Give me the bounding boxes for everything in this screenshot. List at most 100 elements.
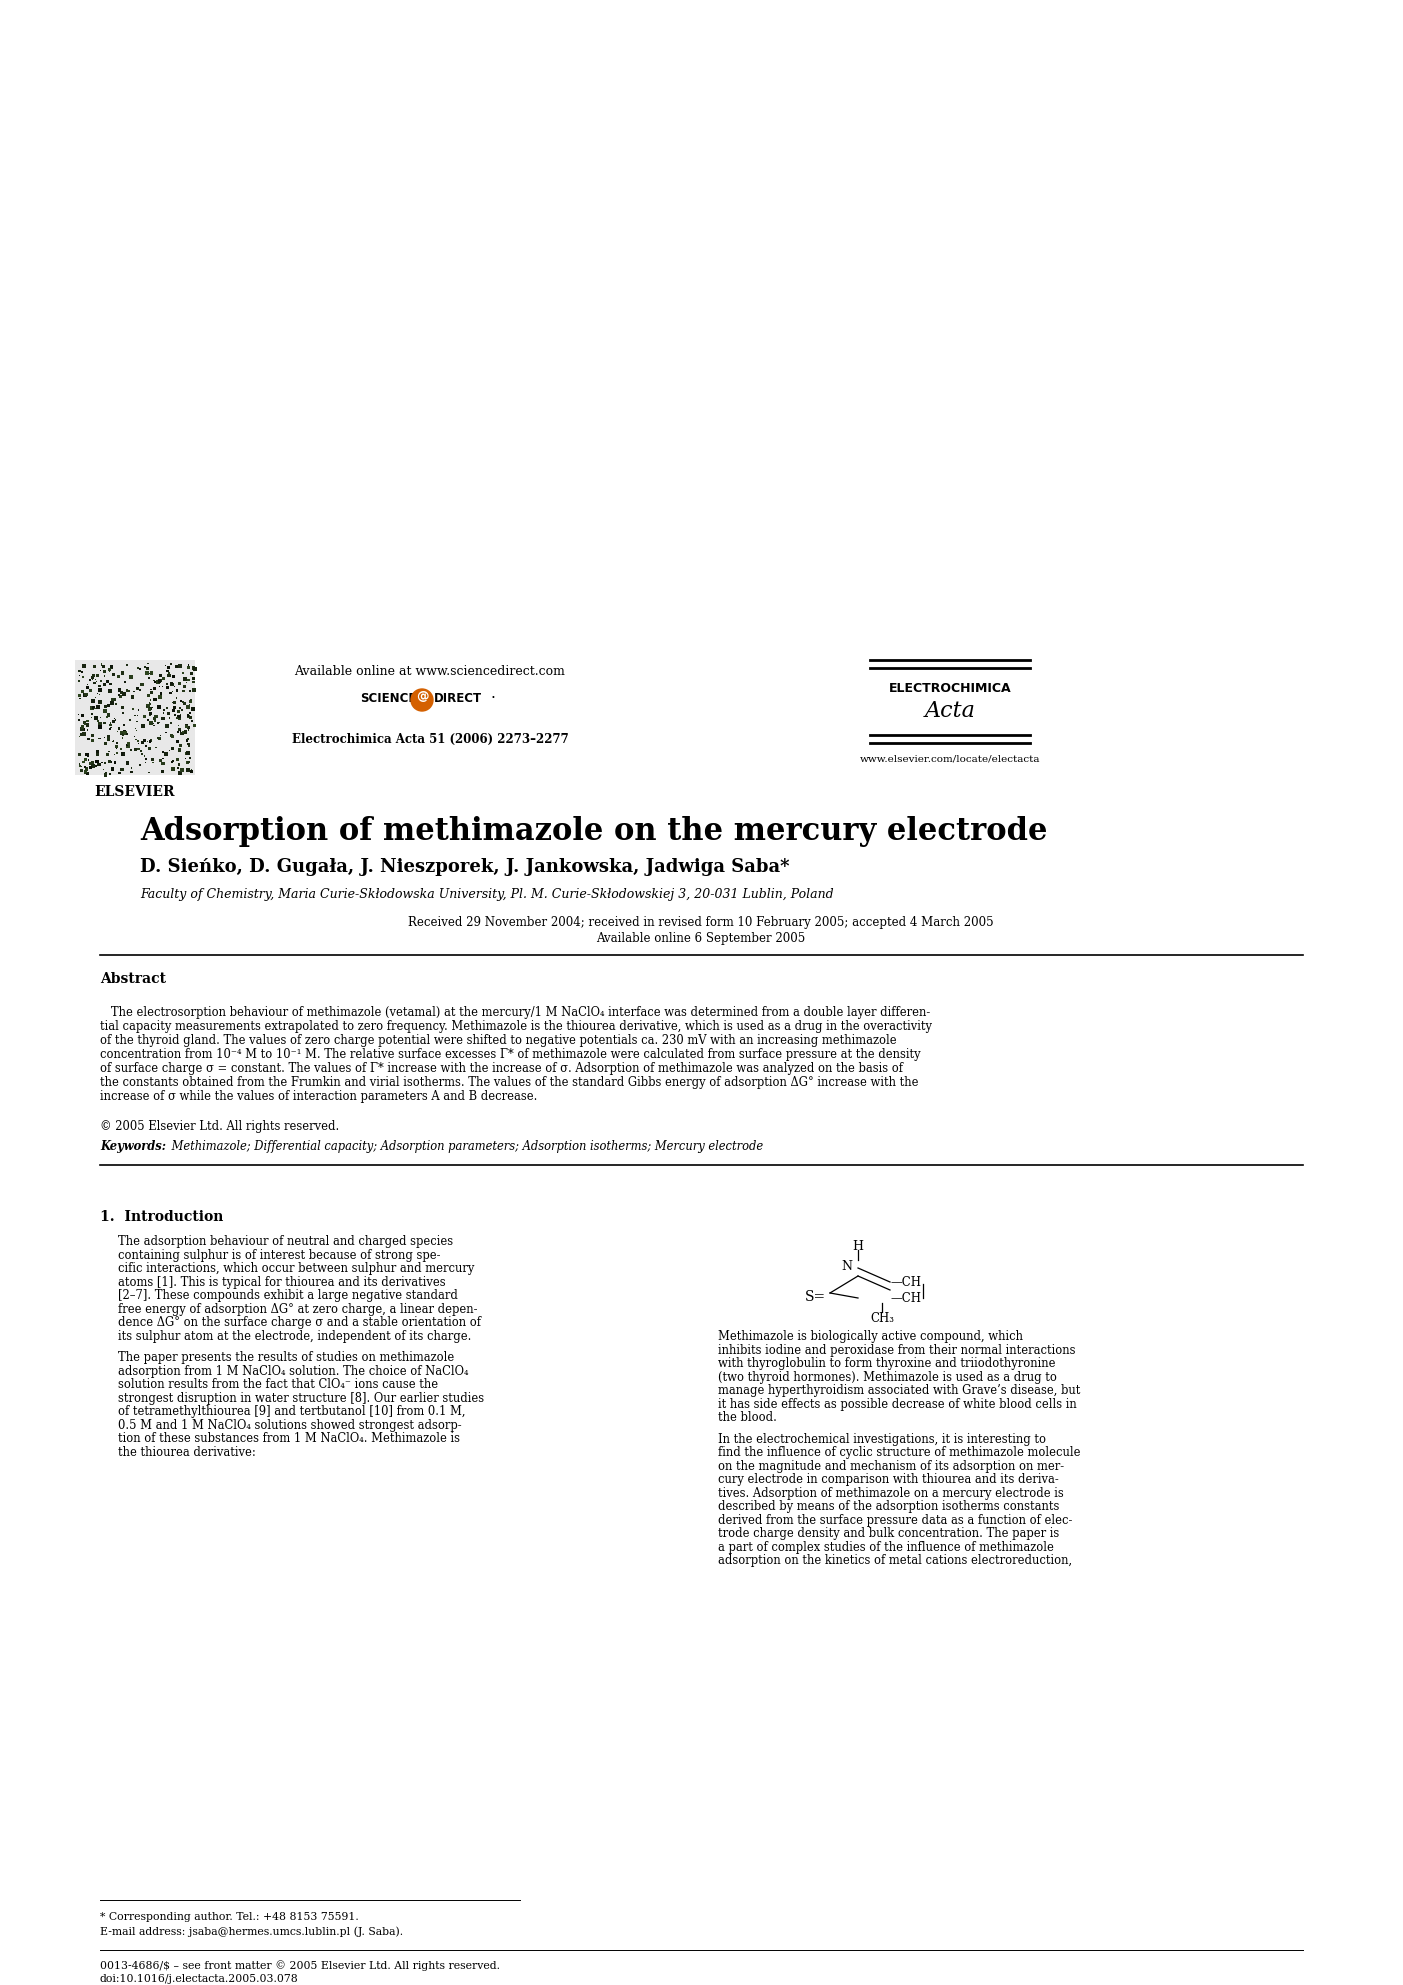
Bar [149, 713, 152, 715]
Bar [83, 721, 86, 725]
Bar [136, 687, 139, 691]
Bar [107, 705, 109, 707]
Bar [160, 758, 163, 762]
Bar [147, 707, 152, 711]
Bar [126, 744, 130, 748]
Bar [192, 725, 196, 727]
Bar [95, 760, 100, 764]
Bar [94, 764, 97, 768]
Bar [109, 665, 112, 667]
Text: Available online 6 September 2005: Available online 6 September 2005 [596, 933, 805, 945]
Bar [91, 738, 94, 742]
Bar [91, 673, 95, 677]
Bar [94, 717, 98, 721]
Bar [167, 673, 171, 677]
Text: with thyroglobulin to form thyroxine and triiodothyronine: with thyroglobulin to form thyroxine and… [718, 1358, 1055, 1370]
Bar [95, 750, 100, 752]
Bar [189, 701, 192, 703]
Text: increase of σ while the values of interaction parameters A and B decrease.: increase of σ while the values of intera… [100, 1090, 537, 1104]
Text: of tetramethylthiourea [9] and tertbutanol [10] from 0.1 M,: of tetramethylthiourea [9] and tertbutan… [118, 1405, 466, 1417]
Text: strongest disruption in water structure [8]. Our earlier studies: strongest disruption in water structure … [118, 1391, 484, 1405]
Bar [153, 699, 157, 701]
Bar [171, 734, 174, 738]
Text: [2–7]. These compounds exhibit a large negative standard: [2–7]. These compounds exhibit a large n… [118, 1288, 457, 1302]
Bar [102, 723, 105, 725]
Bar [98, 762, 101, 766]
Text: on the magnitude and mechanism of its adsorption on mer-: on the magnitude and mechanism of its ad… [718, 1459, 1063, 1473]
Bar [140, 752, 143, 754]
Bar [107, 734, 111, 738]
Bar [133, 748, 136, 750]
Bar [104, 705, 107, 709]
Bar [178, 665, 181, 669]
Bar [81, 691, 84, 693]
Bar [150, 671, 153, 675]
Bar [187, 768, 189, 772]
Bar [115, 744, 118, 748]
Text: dence ΔG° on the surface charge σ and a stable orientation of: dence ΔG° on the surface charge σ and a … [118, 1316, 481, 1330]
Bar [119, 695, 122, 699]
Text: Methimazole; Differential capacity; Adsorption parameters; Adsorption isotherms;: Methimazole; Differential capacity; Adso… [168, 1139, 763, 1153]
Bar [147, 746, 152, 750]
Bar [104, 671, 107, 673]
Bar [108, 689, 112, 693]
Bar [192, 667, 195, 671]
Bar [97, 764, 100, 766]
Text: solution results from the fact that ClO₄⁻ ions cause the: solution results from the fact that ClO₄… [118, 1378, 438, 1391]
Bar [94, 681, 95, 685]
Bar [81, 732, 86, 736]
Bar [150, 738, 153, 742]
Bar [98, 725, 101, 728]
Text: find the influence of cyclic structure of methimazole molecule: find the influence of cyclic structure o… [718, 1445, 1080, 1459]
Bar [86, 772, 88, 774]
Bar [121, 768, 123, 770]
Bar [88, 762, 91, 764]
Bar [146, 705, 150, 709]
Bar [187, 715, 189, 717]
Bar [98, 701, 102, 705]
Bar [91, 699, 95, 703]
Bar [95, 752, 100, 756]
Bar [157, 705, 161, 709]
Text: S=: S= [805, 1290, 826, 1304]
Bar [107, 738, 109, 740]
Bar [81, 728, 84, 730]
Text: Methimazole is biologically active compound, which: Methimazole is biologically active compo… [718, 1330, 1023, 1344]
Text: trode charge density and bulk concentration. The paper is: trode charge density and bulk concentrat… [718, 1526, 1059, 1540]
Bar [81, 760, 84, 764]
Text: the blood.: the blood. [718, 1411, 777, 1423]
Bar [149, 713, 152, 715]
Bar [128, 689, 130, 693]
Text: ·: · [490, 691, 495, 707]
Bar [187, 667, 189, 669]
Bar [139, 764, 142, 766]
Bar [118, 727, 119, 730]
Bar [189, 770, 194, 772]
Bar [194, 667, 196, 671]
Bar [177, 730, 180, 732]
Bar [159, 695, 161, 699]
Text: tion of these substances from 1 M NaClO₄. Methimazole is: tion of these substances from 1 M NaClO₄… [118, 1431, 460, 1445]
Bar [187, 705, 189, 709]
Bar [109, 683, 112, 685]
Text: N: N [840, 1260, 852, 1272]
Bar [146, 667, 149, 671]
Bar [79, 671, 80, 673]
Bar [145, 671, 149, 675]
Bar [130, 695, 133, 699]
Bar [137, 740, 139, 742]
Bar [150, 691, 153, 693]
Bar [173, 677, 175, 679]
Bar [123, 730, 126, 732]
Bar [77, 695, 80, 697]
Bar [111, 701, 114, 705]
Bar [109, 772, 111, 774]
Bar [126, 732, 128, 734]
Text: cury electrode in comparison with thiourea and its deriva-: cury electrode in comparison with thiour… [718, 1473, 1059, 1487]
Bar [102, 683, 105, 687]
Bar [167, 713, 170, 715]
Bar [175, 689, 178, 693]
Circle shape [411, 689, 434, 711]
Bar [87, 738, 90, 740]
Bar [119, 732, 122, 734]
